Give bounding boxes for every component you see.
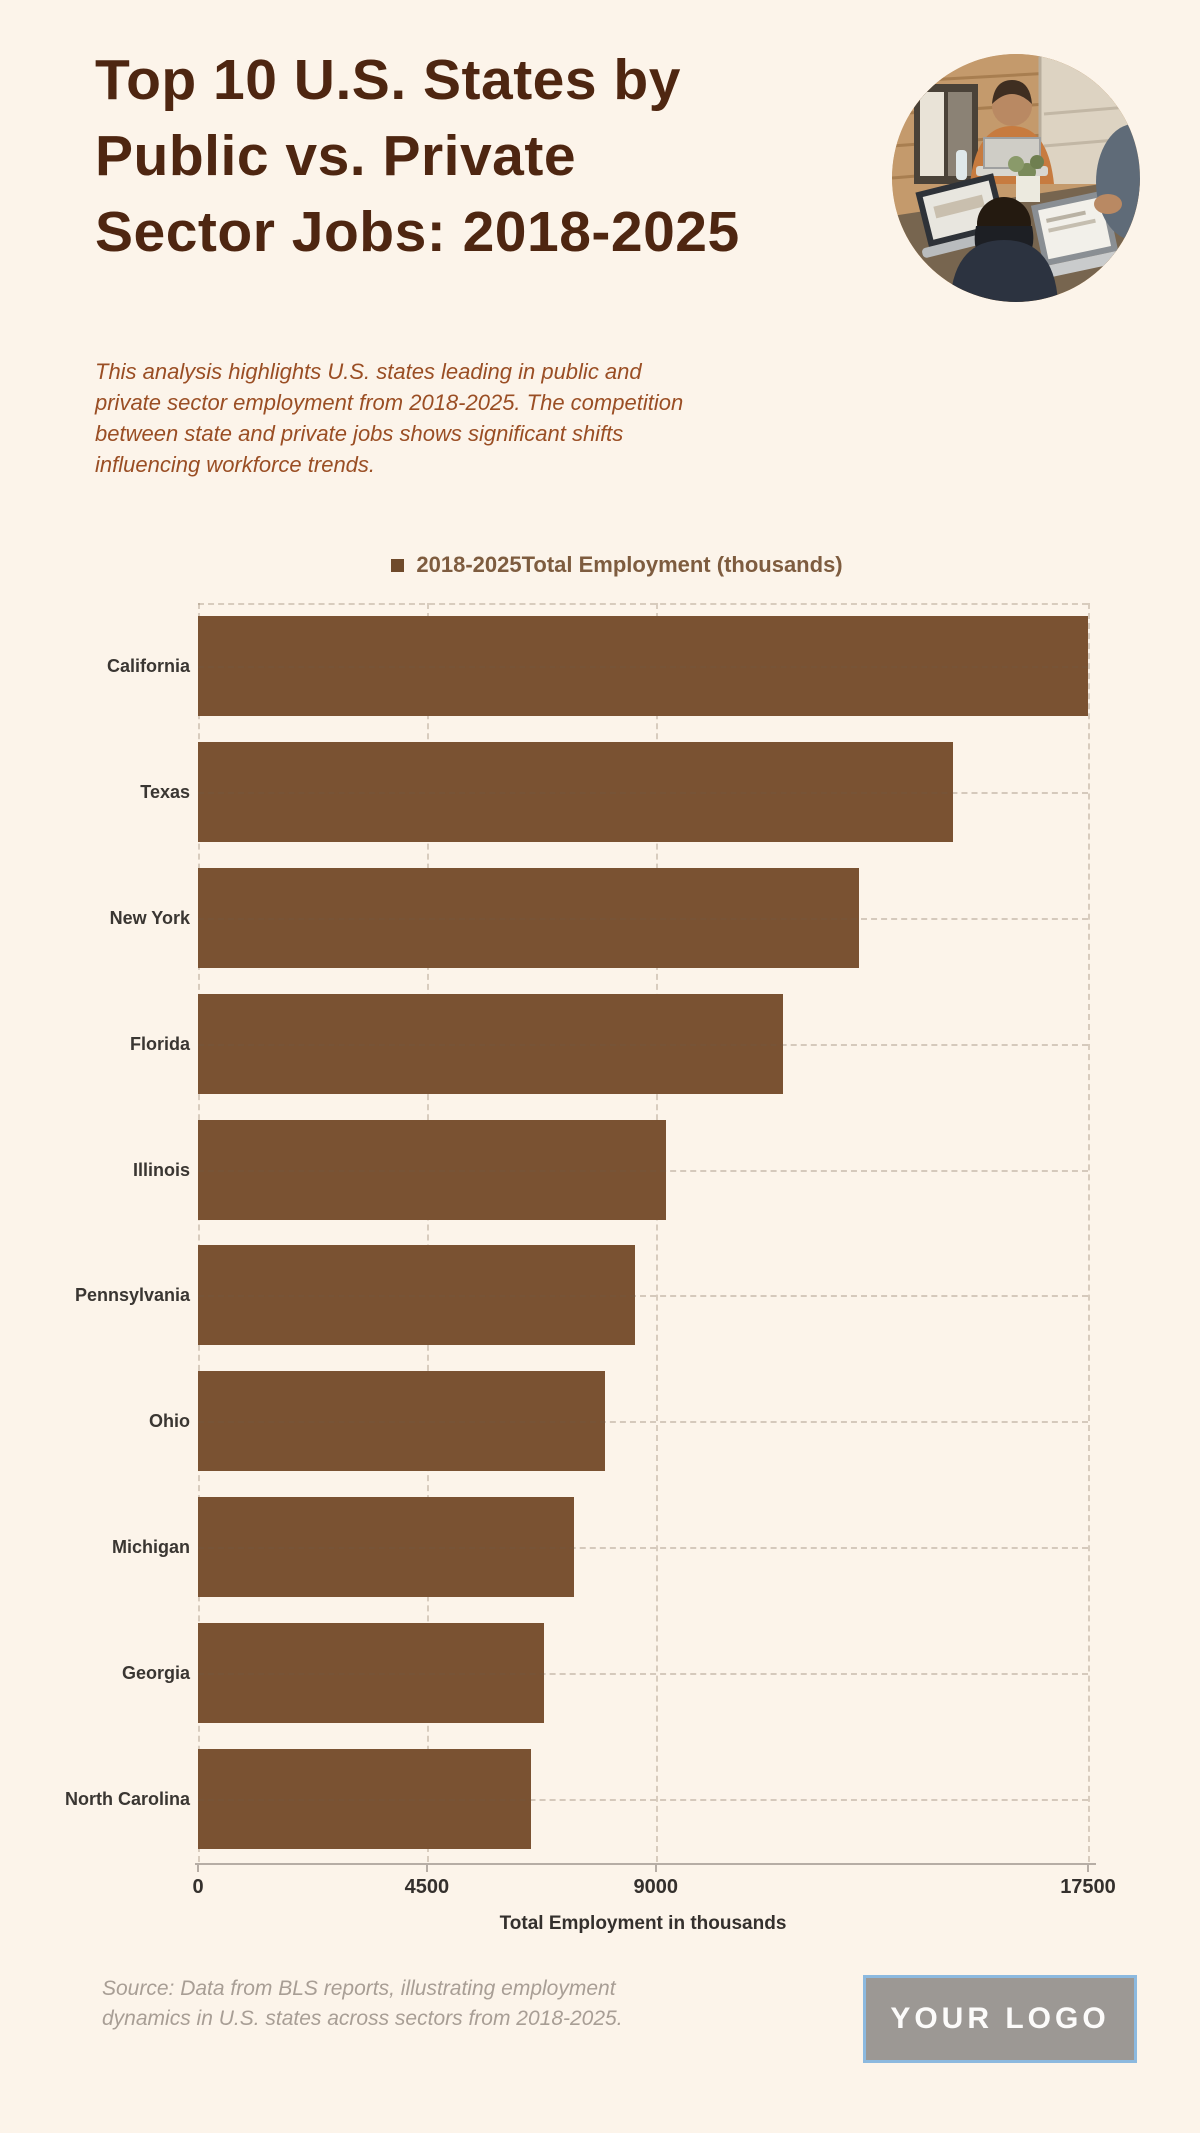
bar-pennsylvania <box>198 1245 636 1346</box>
horizontal-gridline <box>198 791 1088 794</box>
x-axis-tick <box>197 1865 199 1872</box>
vertical-gridline <box>1088 603 1090 1862</box>
vertical-gridline <box>655 603 658 1862</box>
category-label: North Carolina <box>64 1789 190 1810</box>
description-line-3: between state and private jobs shows sig… <box>95 421 624 446</box>
legend-marker-icon <box>391 558 405 572</box>
x-axis-tick <box>1087 1865 1089 1872</box>
team-working-photo-graphic <box>892 54 1140 302</box>
bar-north-carolina <box>198 1749 532 1850</box>
category-label: Texas <box>140 781 190 802</box>
x-axis-title: Total Employment in thousands <box>499 1913 787 1934</box>
horizontal-gridline <box>198 1673 1088 1676</box>
bar-new-york <box>198 867 860 968</box>
horizontal-gridline <box>198 1295 1088 1298</box>
x-axis-tick <box>654 1865 657 1872</box>
plot-top-border <box>198 603 1088 605</box>
source-line-1: Source: Data from BLS reports, illustrat… <box>102 1977 616 2000</box>
x-axis-tick <box>425 1865 428 1872</box>
bar-texas <box>198 741 954 842</box>
category-label: Michigan <box>111 1537 190 1558</box>
x-axis-line <box>195 1863 1096 1865</box>
category-label: California <box>106 655 190 676</box>
plot-area <box>198 603 1090 1862</box>
page-title-line-1: Top 10 U.S. States by <box>95 48 681 112</box>
bar-michigan <box>198 1497 575 1598</box>
description: This analysis highlights U.S. states lea… <box>95 356 683 480</box>
x-axis-tick-label: 0 <box>192 1876 204 1898</box>
horizontal-gridline <box>198 917 1088 920</box>
bar-georgia <box>198 1623 544 1724</box>
vertical-gridline <box>426 603 429 1862</box>
bar-illinois <box>198 1119 666 1220</box>
chart-legend: 2018-2025Total Employment (thousands) <box>172 552 1062 578</box>
x-axis-tick-label: 17500 <box>1060 1876 1116 1898</box>
page-title-line-2: Public vs. Private <box>95 124 577 188</box>
legend-label: 2018-2025Total Employment (thousands) <box>416 552 843 577</box>
page-title-line-3: Sector Jobs: 2018-2025 <box>95 200 740 264</box>
category-label: Florida <box>129 1033 190 1054</box>
category-label: Pennsylvania <box>74 1285 190 1306</box>
source-note: Source: Data from BLS reports, illustrat… <box>102 1974 623 2034</box>
category-label: Ohio <box>149 1411 190 1432</box>
category-label: Illinois <box>132 1159 190 1180</box>
x-axis-tick-label: 4500 <box>404 1876 450 1898</box>
horizontal-gridline <box>198 1043 1088 1046</box>
category-label: Georgia <box>121 1663 190 1684</box>
vertical-gridline <box>198 603 200 1862</box>
bar-florida <box>198 993 783 1094</box>
logo-placeholder[interactable]: YOUR LOGO <box>863 1975 1137 2063</box>
category-label: New York <box>109 907 190 928</box>
bar-ohio <box>198 1371 605 1472</box>
horizontal-gridline <box>198 665 1088 668</box>
x-axis: 0 4500 9000 17500 <box>192 1865 1116 1909</box>
team-working-photo <box>892 54 1140 302</box>
bar-california <box>198 615 1088 716</box>
description-line-1: This analysis highlights U.S. states lea… <box>95 359 642 384</box>
horizontal-gridline <box>198 1421 1088 1424</box>
horizontal-gridline <box>198 1547 1088 1550</box>
page-title: Top 10 U.S. States by Public vs. Private… <box>95 42 740 270</box>
source-line-2: dynamics in U.S. states across sectors f… <box>102 2007 623 2030</box>
description-line-2: private sector employment from 2018-2025… <box>95 390 684 415</box>
x-axis-tick-label: 9000 <box>633 1876 678 1898</box>
logo-text: YOUR LOGO <box>890 2002 1110 2035</box>
horizontal-gridline <box>198 1169 1088 1172</box>
description-line-4: influencing workforce trends. <box>95 452 376 477</box>
horizontal-gridline <box>198 1799 1088 1802</box>
